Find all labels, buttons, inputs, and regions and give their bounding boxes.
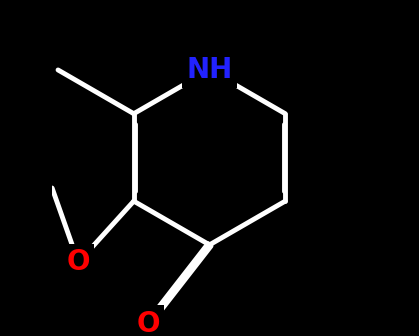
Text: O: O bbox=[67, 248, 90, 276]
Text: O: O bbox=[137, 309, 160, 336]
Text: NH: NH bbox=[186, 56, 233, 84]
